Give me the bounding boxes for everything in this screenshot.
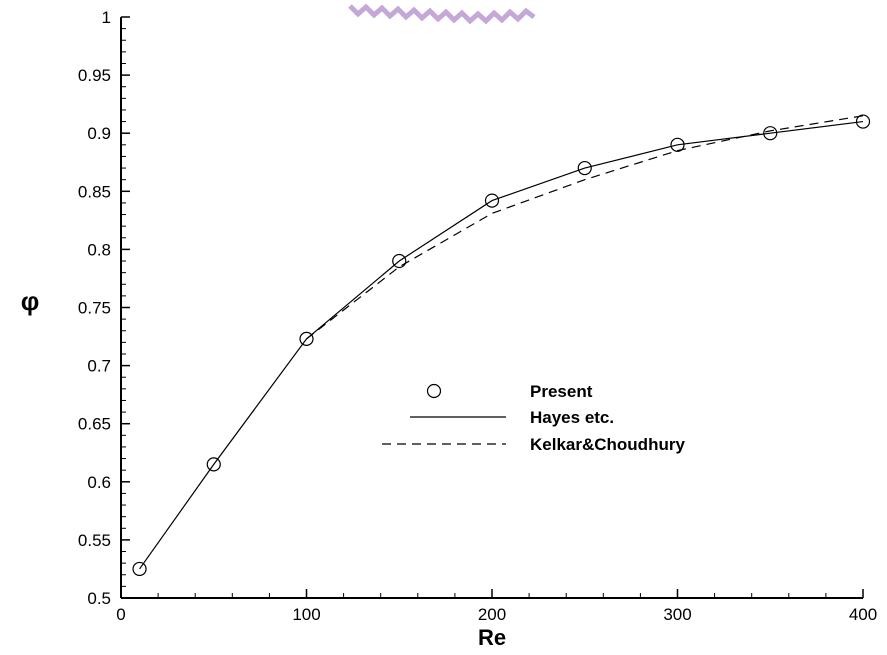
series-line-dashed — [306, 115, 864, 340]
data-point-marker — [577, 160, 592, 176]
series-line-solid — [139, 120, 864, 570]
plot-frame — [120, 17, 863, 599]
y-axis-label: φ — [21, 286, 40, 316]
legend-label: Hayes etc. — [530, 408, 614, 427]
x-tick-label: 400 — [849, 605, 877, 624]
y-tick-label: 0.9 — [87, 124, 111, 143]
data-point-marker — [763, 126, 778, 141]
data-point-marker — [392, 253, 407, 269]
y-tick-label: 0.5 — [87, 589, 111, 608]
y-tick-label: 0.85 — [78, 182, 111, 201]
data-point-marker — [299, 331, 314, 346]
y-tick-label: 0.95 — [78, 66, 111, 85]
y-tick-label: 0.55 — [78, 531, 111, 550]
series-lines — [139, 115, 864, 570]
y-axis-ticks: 0.5 0.55 0.6 0.65 0.7 0.75 0.8 0.85 0.9 0.95 1 — [78, 8, 130, 608]
legend-label: Kelkar&Choudhury — [530, 435, 685, 454]
data-point-marker — [855, 114, 871, 129]
watermark-logo — [348, 3, 536, 25]
series-markers — [132, 114, 871, 577]
x-tick-label: 300 — [663, 605, 691, 624]
data-point-marker — [132, 561, 147, 577]
x-tick-label: 100 — [292, 605, 320, 624]
x-tick-label: 0 — [116, 605, 125, 624]
data-point-marker — [206, 457, 221, 472]
y-tick-label: 0.7 — [87, 357, 111, 376]
x-tick-label: 200 — [478, 605, 506, 624]
legend-symbol-circle — [426, 383, 442, 399]
y-tick-label: 0.75 — [78, 299, 111, 318]
y-tick-label: 0.8 — [87, 240, 111, 259]
x-axis-label: Re — [478, 625, 506, 650]
y-tick-label: 0.6 — [87, 473, 111, 492]
legend-label: Present — [530, 382, 593, 401]
x-axis-ticks: 0 100 200 300 400 — [116, 589, 877, 624]
data-point-marker — [670, 137, 685, 152]
y-tick-label: 0.65 — [78, 415, 111, 434]
data-point-marker — [484, 193, 500, 208]
legend: Present Hayes etc. Kelkar&Choudhury — [382, 382, 685, 454]
y-tick-label: 1 — [102, 8, 111, 27]
